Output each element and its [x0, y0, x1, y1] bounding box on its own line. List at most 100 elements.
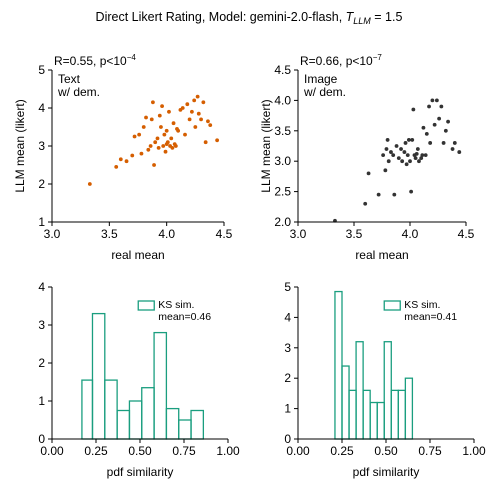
x-tick-label: 3.0	[290, 227, 307, 241]
scatter-point	[452, 141, 457, 145]
scatter-point	[400, 159, 405, 164]
y-tick-label: 3.0	[274, 154, 291, 168]
y-tick-label: 5	[284, 280, 291, 294]
scatter-point	[386, 159, 391, 164]
histogram-bar	[104, 379, 118, 440]
scatter-point	[187, 117, 192, 122]
scatter-point	[385, 138, 390, 142]
scatter-point	[162, 132, 167, 137]
scatter-point	[163, 149, 168, 154]
x-axis-label: pdf similarity	[353, 465, 420, 479]
scatter-point	[411, 107, 416, 112]
scatter-point	[183, 132, 187, 137]
scatter-point	[383, 168, 388, 173]
y-tick-label: 4.5	[274, 63, 291, 77]
x-tick-label: 0.25	[84, 444, 108, 458]
panel-annotation: Image	[304, 72, 338, 86]
figure-title: Direct Likert Rating, Model: gemini-2.0-…	[96, 10, 403, 26]
scatter-point	[180, 106, 185, 110]
histogram-bar	[383, 341, 392, 440]
x-tick-label: 0.50	[374, 444, 398, 458]
legend-label: KS sim.	[158, 299, 194, 311]
scatter-point	[118, 157, 123, 162]
scatter-point	[434, 98, 439, 103]
y-tick-label: 1	[284, 402, 291, 416]
scatter-point	[399, 147, 403, 151]
scatter-point	[408, 159, 412, 164]
x-tick-label: 0.75	[172, 444, 196, 458]
histogram-bar	[397, 389, 407, 440]
scatter-point	[124, 159, 129, 164]
scatter-point	[427, 104, 431, 109]
scatter-point	[149, 117, 154, 122]
y-tick-label: 3	[38, 139, 45, 153]
scatter-image-panel: 3.0 3.5 4.0 4.5 2.0 2.5 3.0 3.5 4.0 4.5 real mean L…	[259, 53, 475, 262]
scatter-point	[414, 152, 419, 156]
histogram-bar	[362, 389, 371, 440]
scatter-point	[169, 136, 174, 141]
scatter-point	[167, 109, 171, 114]
scatter-point	[155, 136, 160, 141]
scatter-point	[189, 109, 194, 114]
scatter-point	[185, 102, 190, 107]
scatter-point	[443, 128, 448, 133]
x-tick-label: 0.50	[128, 444, 152, 458]
y-tick-label: 2	[38, 356, 45, 370]
correlation-stat: R=0.66, p<10−7	[300, 53, 382, 68]
scatter-point	[394, 144, 399, 148]
x-tick-label: 4.0	[158, 227, 175, 241]
y-tick-label: 4	[284, 310, 291, 324]
scatter-point	[410, 138, 415, 142]
x-axis-label: real mean	[111, 248, 164, 262]
scatter-point	[192, 98, 197, 103]
scatter-point	[439, 104, 444, 109]
histogram-bar	[190, 409, 205, 440]
scatter-point	[457, 150, 462, 154]
scatter-point	[137, 132, 142, 137]
x-tick-label: 1.00	[216, 444, 240, 458]
y-tick-label: 1	[38, 394, 45, 408]
scatter-point	[203, 140, 208, 145]
legend-swatch	[137, 300, 155, 311]
y-tick-label: 1	[38, 215, 45, 229]
scatter-point	[144, 115, 148, 120]
scatter-point	[423, 153, 428, 158]
histogram-bar	[81, 379, 94, 440]
scatter-point	[151, 100, 155, 105]
scatter-point	[175, 126, 179, 131]
histogram-bar	[341, 365, 350, 440]
scatter-point	[396, 156, 401, 161]
histogram-bar	[178, 419, 192, 440]
y-tick-label: 2	[284, 371, 291, 385]
histogram-bar	[376, 401, 385, 440]
x-axis-label: pdf similarity	[107, 465, 174, 479]
y-tick-label: 2.5	[274, 185, 291, 199]
scatter-point	[132, 134, 137, 139]
scatter-point	[195, 94, 200, 99]
scatter-point	[424, 131, 429, 136]
scatter-point	[199, 117, 203, 122]
scatter-point	[428, 141, 433, 145]
scatter-point	[215, 138, 220, 143]
correlation-stat: R=0.55, p<10−4	[54, 53, 136, 68]
x-tick-label: 3.5	[101, 227, 118, 241]
y-tick-label: 3.5	[274, 124, 291, 138]
y-axis-label: LLM mean (likert)	[259, 99, 273, 192]
histogram-bar	[128, 400, 143, 440]
scatter-point	[409, 189, 414, 194]
x-tick-label: 0.75	[418, 444, 442, 458]
scatter-point	[392, 192, 397, 197]
y-tick-label: 2.0	[274, 215, 291, 229]
x-tick-label: 3.5	[346, 227, 363, 241]
histogram-image-panel: 0.00 0.25 0.50 0.75 1.00 0 1 2 3 4 5 pdf similarity…	[284, 280, 486, 479]
y-tick-label: 4.0	[274, 93, 291, 107]
scatter-point	[419, 156, 424, 161]
scatter-point	[171, 121, 176, 126]
scatter-point	[363, 201, 368, 206]
scatter-point	[384, 147, 389, 151]
histogram-bar	[91, 312, 106, 440]
histogram-bar	[369, 401, 378, 440]
legend-mean: mean=0.46	[158, 311, 211, 323]
panel-annotation: w/ dem.	[57, 85, 100, 99]
